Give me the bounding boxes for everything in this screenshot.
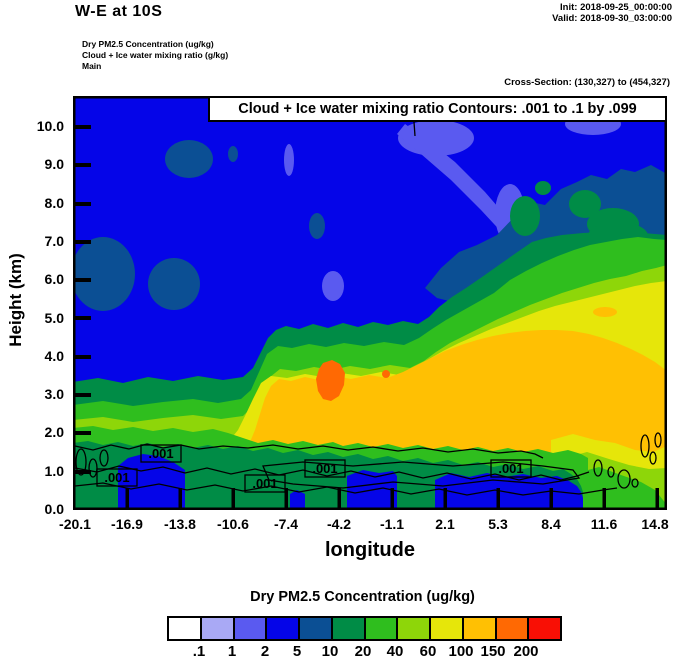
- cross-section-coords: Cross-Section: (130,327) to (454,327): [504, 77, 670, 88]
- field-legend: Dry PM2.5 Concentration (ug/kg) Cloud + …: [82, 39, 228, 72]
- page-title: W-E at 10S: [75, 3, 163, 20]
- y-tick-label: 8.0: [44, 195, 64, 211]
- colorbar-cell: [298, 618, 331, 639]
- contour-header-box: Cloud + Ice water mixing ratio Contours:…: [208, 96, 667, 122]
- contour-label: .001: [498, 461, 523, 476]
- colorbar-label: 100: [448, 643, 474, 660]
- x-tick-label: 2.1: [435, 516, 455, 532]
- colorbar-cell: [169, 618, 200, 639]
- valid-time: Valid: 2018-09-30_03:00:00: [552, 13, 672, 24]
- colorbar-cell: [199, 618, 233, 639]
- x-tick-label: 14.8: [641, 516, 669, 532]
- colorbar-cell: [396, 618, 429, 639]
- colorbar-cell: [527, 618, 560, 639]
- run-timestamps: Init: 2018-09-25_00:00:00 Valid: 2018-09…: [552, 2, 672, 24]
- cross-section-plot: .001 .001 .001 .001 .001: [73, 96, 667, 510]
- x-tick-label: -1.1: [379, 516, 405, 532]
- colorbar-cell: [363, 618, 397, 639]
- colorbar-cell: [461, 618, 495, 639]
- contour-labels: .001 .001 .001 .001 .001: [96, 444, 532, 493]
- y-tick-label: 1.0: [44, 463, 64, 479]
- colorbar-label: 10: [321, 643, 339, 660]
- colorbar-cell: [494, 618, 528, 639]
- init-time: Init: 2018-09-25_00:00:00: [560, 2, 672, 13]
- x-tick-label: -13.8: [164, 516, 196, 532]
- x-tick-label: 8.4: [541, 516, 561, 532]
- y-tick-label: 5.0: [44, 310, 64, 326]
- y-tick-label: 2.0: [44, 424, 64, 440]
- y-tick-label: 6.0: [44, 271, 64, 287]
- axis-ticks: [73, 125, 659, 510]
- x-tick-label: 11.6: [590, 516, 618, 532]
- y-tick-label: 0.0: [44, 501, 64, 517]
- colorbar-label: 20: [354, 643, 372, 660]
- colorbar-label: 2: [260, 643, 270, 660]
- y-tick-label: 9.0: [44, 156, 64, 172]
- contour-label: .001: [252, 476, 277, 491]
- contour-label: .001: [312, 461, 337, 476]
- colorbar-label: 60: [419, 643, 437, 660]
- colorbar-label: 40: [386, 643, 404, 660]
- colorbar: [167, 616, 562, 641]
- contour-label: .001: [104, 470, 129, 485]
- colorbar-label: 150: [480, 643, 506, 660]
- colorbar-title: Dry PM2.5 Concentration (ug/kg): [250, 589, 475, 605]
- contour-field-label: Cloud + Ice water mixing ratio (g/kg): [82, 50, 229, 60]
- x-axis-title: longitude: [325, 539, 415, 561]
- colorbar-label: 5: [292, 643, 302, 660]
- fill-field-label: Dry PM2.5 Concentration (ug/kg): [82, 39, 214, 49]
- colorbar-label: .1: [192, 643, 206, 660]
- colorbar-label: 200: [513, 643, 539, 660]
- y-tick-label: 3.0: [44, 386, 64, 402]
- x-tick-label: -4.2: [326, 516, 352, 532]
- colorbar-cell: [232, 618, 266, 639]
- x-tick-label: -7.4: [273, 516, 299, 532]
- y-tick-label: 4.0: [44, 348, 64, 364]
- y-tick-label: 10.0: [36, 118, 64, 134]
- x-tick-label: -10.6: [217, 516, 249, 532]
- y-axis-title: Height (km): [6, 253, 25, 347]
- x-tick-label: 5.3: [488, 516, 508, 532]
- fill-orange-max: [316, 360, 390, 401]
- cloud-ice-contours: [74, 121, 662, 496]
- x-tick-label: -20.1: [59, 516, 91, 532]
- colorbar-label: 1: [227, 643, 237, 660]
- contour-label: .001: [148, 446, 173, 461]
- fill-10-20: [73, 140, 667, 311]
- y-tick-label: 7.0: [44, 233, 64, 249]
- colorbar-cell: [265, 618, 298, 639]
- domain-label: Main: [82, 61, 102, 71]
- colorbar-cell: [429, 618, 462, 639]
- x-tick-label: -16.9: [111, 516, 143, 532]
- colorbar-cell: [330, 618, 364, 639]
